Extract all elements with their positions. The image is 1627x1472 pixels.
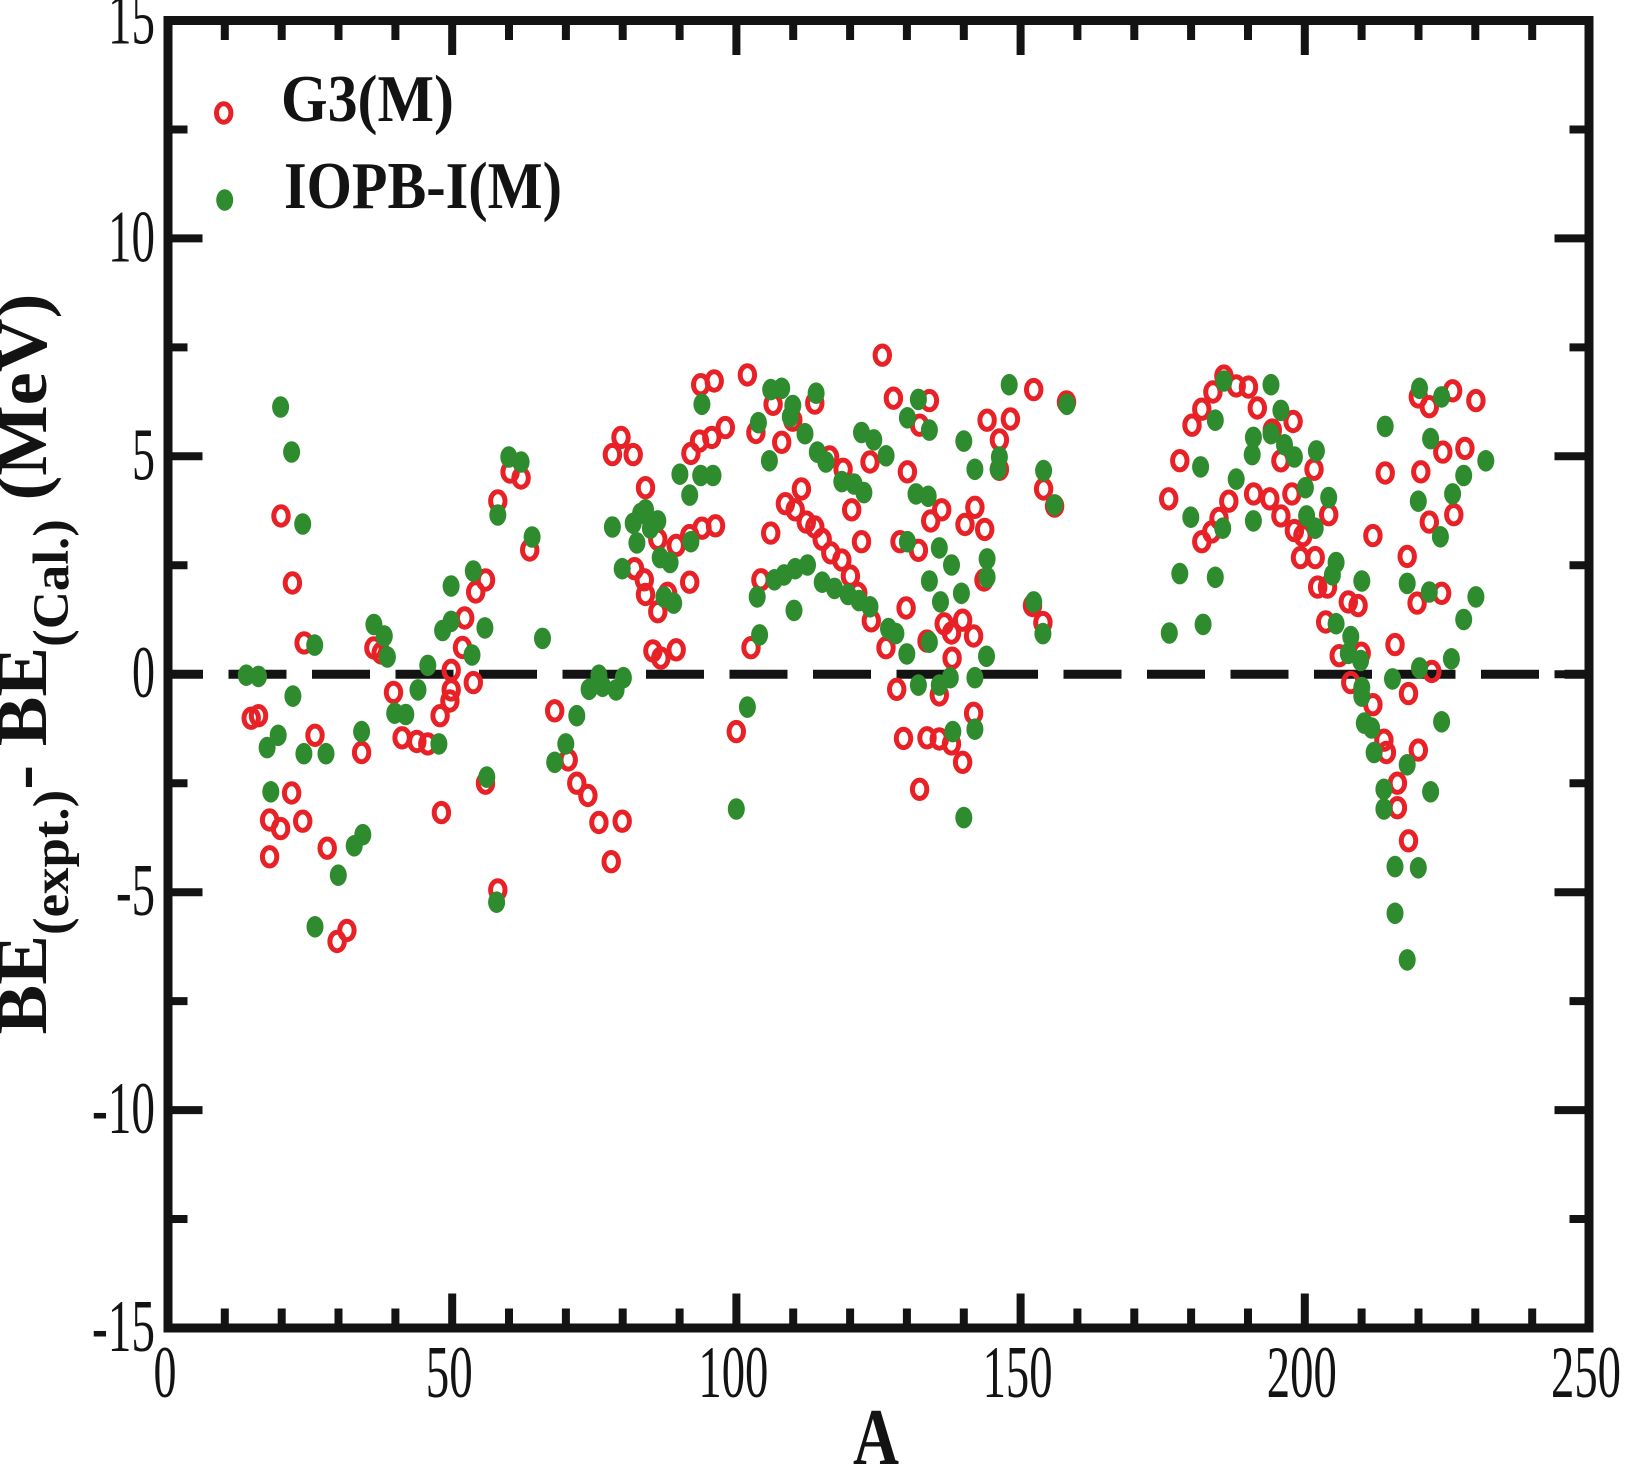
svg-text:5: 5	[132, 414, 155, 496]
svg-text:200: 200	[1267, 1332, 1337, 1414]
svg-text:15: 15	[108, 0, 155, 61]
svg-text:0: 0	[154, 1332, 177, 1414]
svg-text:100: 100	[698, 1332, 768, 1414]
svg-text:IOPB-I(M): IOPB-I(M)	[284, 149, 562, 223]
svg-text:0: 0	[132, 632, 155, 714]
svg-text:-15: -15	[92, 1286, 155, 1368]
svg-text:BE(expt.)- BE(Cal.) (MeV): BE(expt.)- BE(Cal.) (MeV)	[0, 294, 80, 1035]
svg-text:50: 50	[426, 1332, 473, 1414]
svg-text:10: 10	[108, 196, 155, 278]
svg-text:-10: -10	[92, 1068, 155, 1150]
svg-text:250: 250	[1551, 1332, 1621, 1414]
svg-text:G3(M): G3(M)	[281, 62, 454, 136]
svg-text:-5: -5	[116, 850, 155, 932]
svg-text:A: A	[853, 1394, 899, 1467]
svg-text:150: 150	[983, 1332, 1053, 1414]
